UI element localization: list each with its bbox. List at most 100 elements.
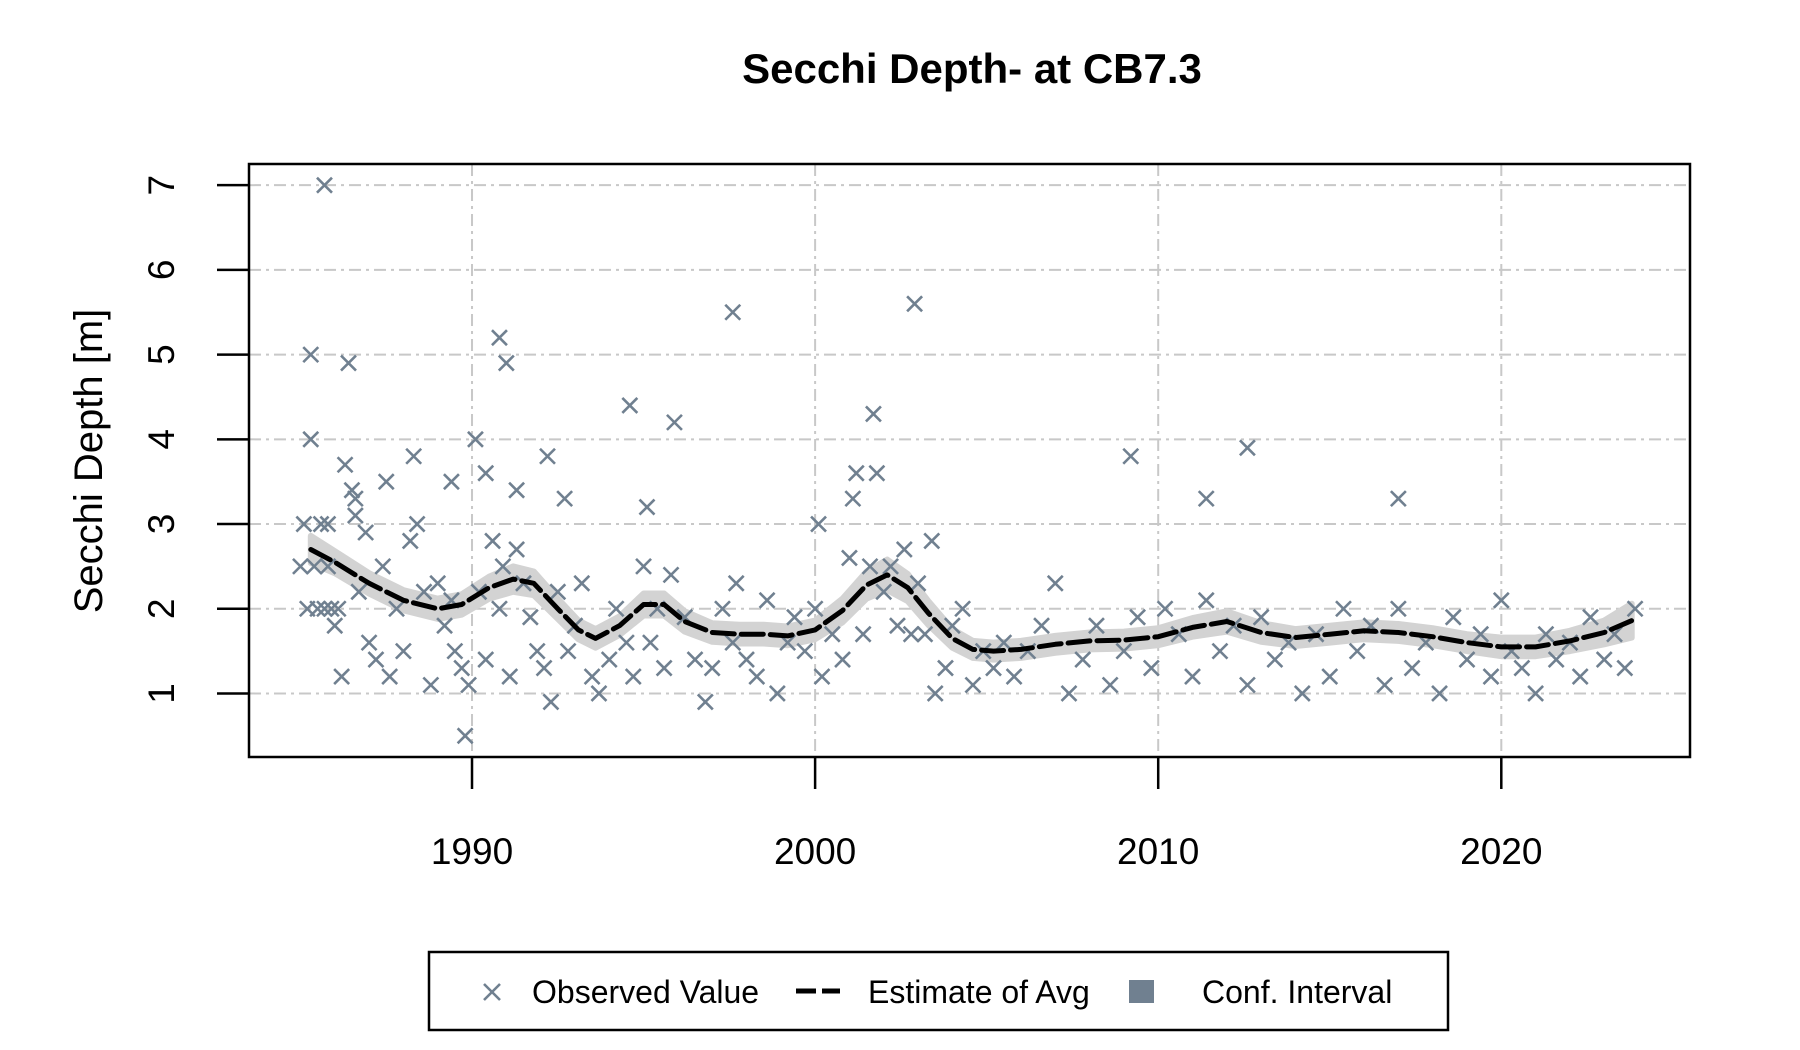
observed-point-stroke <box>1197 490 1215 508</box>
observed-point <box>806 600 824 618</box>
observed-point-stroke <box>501 668 519 685</box>
observed-point-stroke <box>1472 625 1490 643</box>
observed-point <box>573 574 591 592</box>
observed-point-stroke <box>1184 668 1201 685</box>
observed-point <box>916 625 934 643</box>
observed-point-stroke <box>727 574 745 592</box>
observed-point-stroke <box>1033 617 1050 635</box>
observed-point-stroke <box>1389 490 1407 508</box>
observed-point-stroke <box>340 354 357 372</box>
y-tick-label: 1 <box>141 683 182 704</box>
observed-point <box>539 447 556 465</box>
observed-point <box>309 600 327 618</box>
observed-point-stroke <box>1626 600 1644 618</box>
observed-point <box>436 617 453 635</box>
observed-point-stroke <box>415 583 433 601</box>
observed-point-stroke <box>394 642 412 660</box>
observed-point <box>590 685 608 702</box>
observed-point <box>889 617 906 635</box>
observed-point <box>377 473 395 491</box>
observed-point-stroke <box>477 464 495 482</box>
legend: Observed Value Estimate of Avg Conf. Int… <box>427 950 1450 1032</box>
observed-point-stroke <box>916 625 934 643</box>
observed-point <box>882 557 900 575</box>
observed-point <box>388 600 405 618</box>
observed-point-stroke <box>1142 659 1160 677</box>
observed-point <box>1005 668 1023 685</box>
observed-point <box>655 659 673 677</box>
x-tick-label: 1990 <box>431 831 513 872</box>
observed-point <box>346 490 364 508</box>
observed-point <box>926 685 944 702</box>
observed-point <box>768 685 786 702</box>
observed-point <box>357 524 375 541</box>
observed-point-stroke <box>875 583 893 601</box>
observed-point-stroke <box>1389 600 1407 618</box>
observed-point <box>1582 608 1599 626</box>
observed-point <box>446 642 464 660</box>
observed-point <box>491 600 508 618</box>
observed-point <box>477 651 495 668</box>
observed-point-stroke <box>521 608 539 626</box>
observed-point-stroke <box>333 668 351 685</box>
observed-point <box>621 397 639 414</box>
observed-point <box>875 583 893 601</box>
observed-point-stroke <box>309 600 327 618</box>
observed-point-stroke <box>909 574 927 592</box>
observed-point <box>316 176 333 194</box>
observed-point <box>521 608 539 626</box>
observed-point <box>556 490 574 508</box>
observed-point-stroke <box>1492 591 1510 609</box>
observed-point <box>995 634 1013 652</box>
observed-point-stroke <box>302 346 320 364</box>
estimate-line <box>308 547 1635 654</box>
observed-point <box>559 642 577 660</box>
observed-point <box>985 659 1002 677</box>
estimate-line-group <box>308 547 1635 654</box>
observed-point-stroke <box>542 693 560 711</box>
observed-point <box>1482 668 1500 685</box>
observed-point <box>1238 676 1256 694</box>
observed-point <box>374 557 392 575</box>
observed-point-stroke <box>714 600 731 618</box>
observed-point-stroke <box>1211 642 1229 660</box>
y-tick-label: 2 <box>141 599 182 620</box>
observed-point-stroke <box>329 600 347 618</box>
observed-point-stroke <box>1122 447 1140 465</box>
observed-point-stroke <box>491 600 508 618</box>
observed-point-stroke <box>1266 651 1284 668</box>
observed-point <box>1122 447 1140 465</box>
observed-point-stroke <box>662 566 680 584</box>
observed-point-stroke <box>367 651 385 668</box>
observed-point <box>813 668 831 685</box>
observed-point-stroke <box>1571 668 1589 685</box>
observed-point-stroke <box>559 642 577 660</box>
observed-point-stroke <box>806 600 824 618</box>
observed-point-stroke <box>312 515 330 533</box>
observed-point-stroke <box>895 541 913 558</box>
observed-point <box>305 557 323 575</box>
observed-point-stroke <box>1595 651 1613 668</box>
observed-point-stroke <box>460 676 478 694</box>
observed-point-stroke <box>360 634 378 652</box>
observed-point-stroke <box>381 668 399 685</box>
observed-point <box>696 693 714 711</box>
observed-point <box>542 693 560 711</box>
observed-point <box>1238 439 1256 457</box>
observed-point-stroke <box>1376 676 1394 694</box>
observed-point <box>703 659 721 677</box>
observed-point-stroke <box>617 634 635 652</box>
observed-point <box>724 303 742 321</box>
observed-point-stroke <box>508 541 526 558</box>
x-tick-label: 2000 <box>774 831 856 872</box>
observed-point <box>497 354 515 372</box>
observed-point-stroke <box>621 397 639 414</box>
observed-point <box>714 600 731 618</box>
observed-point-stroke <box>1403 659 1421 677</box>
observed-point-stroke <box>748 668 766 685</box>
observed-point <box>1046 574 1064 592</box>
observed-point-stroke <box>696 693 714 711</box>
observed-point-stroke <box>1537 625 1555 643</box>
observed-point-stroke <box>1335 600 1352 618</box>
observed-point <box>456 727 474 745</box>
